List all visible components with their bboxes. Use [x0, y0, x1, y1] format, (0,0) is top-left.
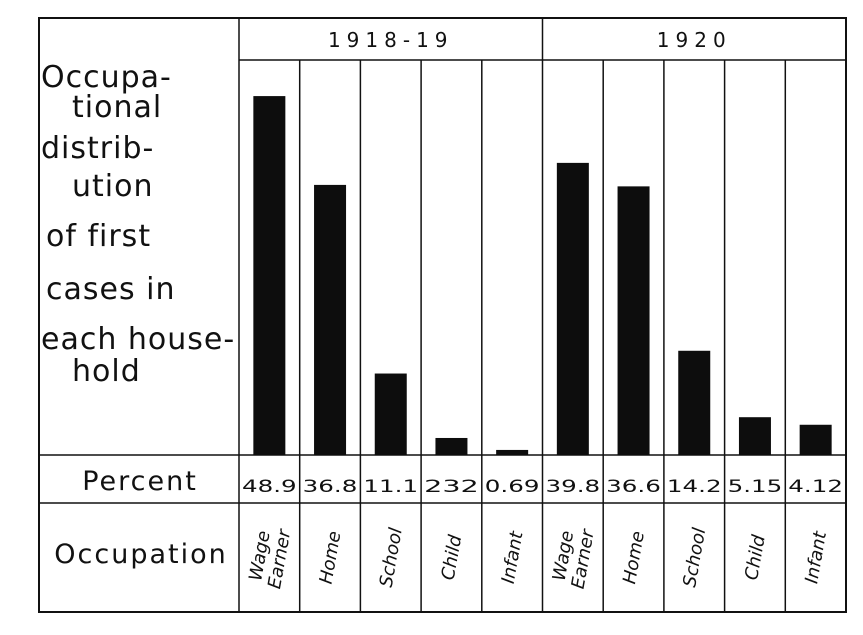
occupation-label: Child	[438, 533, 467, 582]
bar	[556, 162, 589, 455]
occupation-label: School	[679, 526, 710, 589]
value-label: 232	[424, 477, 479, 497]
occupation-label: School	[376, 526, 407, 589]
occupation-label: Infant	[498, 529, 528, 585]
title-line: of first	[46, 219, 151, 254]
title-line: each house-	[41, 322, 235, 357]
value-label: 39.8	[546, 477, 601, 497]
title-line: hold	[72, 354, 141, 389]
title-line: tional	[72, 90, 162, 125]
title-line: distrib-	[41, 131, 154, 166]
value-label: 4.12	[788, 477, 843, 497]
value-label: 11.1	[363, 477, 418, 497]
occupation-label: WageEarner	[548, 523, 599, 590]
occupation-label: Home	[619, 530, 649, 586]
occupation-label: WageEarner	[244, 523, 295, 590]
period-label: 1920	[657, 28, 732, 52]
bar	[799, 424, 832, 455]
percent-row-label: Percent	[82, 466, 198, 497]
bar	[253, 96, 286, 455]
title-line: cases in	[46, 272, 175, 307]
bar	[678, 350, 711, 455]
bar	[374, 373, 407, 455]
bar	[435, 437, 468, 455]
title-line: Occupa-	[41, 60, 172, 95]
title-line: ution	[72, 169, 153, 204]
bar	[314, 184, 347, 455]
occupation-row-label: Occupation	[54, 539, 227, 570]
bar	[617, 186, 650, 455]
value-label: 0.69	[485, 477, 540, 497]
occupation-label: Child	[741, 533, 770, 582]
value-label: 36.6	[606, 477, 661, 497]
bar	[738, 417, 771, 455]
value-label: 36.8	[303, 477, 358, 497]
occupation-label: Infant	[801, 529, 831, 585]
period-label: 1918-19	[328, 28, 454, 52]
value-label: 5.15	[728, 477, 783, 497]
occupation-label: Home	[316, 530, 346, 586]
chart-frame	[38, 17, 847, 613]
bar	[496, 449, 529, 455]
value-label: 14.2	[667, 477, 722, 497]
value-label: 48.9	[242, 477, 297, 497]
